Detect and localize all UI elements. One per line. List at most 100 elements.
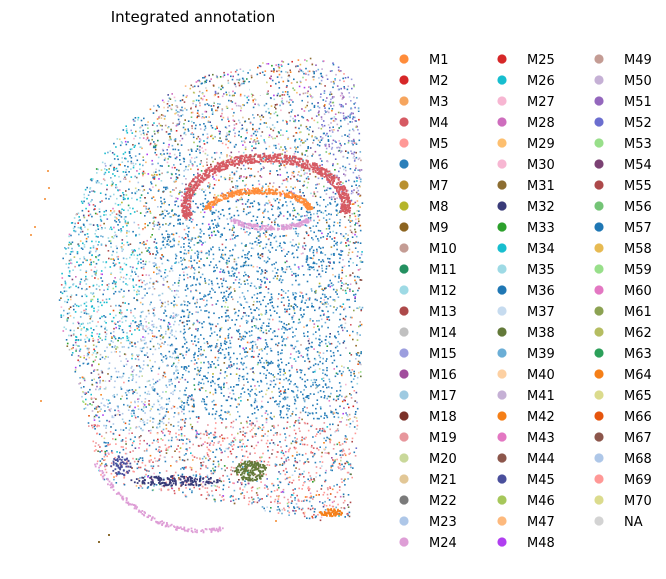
scatter-point: [138, 233, 141, 236]
scatter-point: [325, 74, 328, 77]
scatter-point: [268, 322, 270, 325]
scatter-point: [171, 104, 173, 106]
scatter-point: [333, 368, 335, 370]
scatter-point: [92, 329, 95, 331]
scatter-point: [278, 214, 281, 216]
scatter-point: [279, 481, 282, 484]
scatter-point: [164, 209, 166, 212]
scatter-point: [284, 166, 287, 169]
scatter-point: [285, 178, 288, 180]
scatter-point: [249, 202, 252, 205]
scatter-point: [142, 339, 144, 342]
scatter-point: [126, 397, 128, 400]
scatter-point: [311, 290, 313, 292]
scatter-point: [319, 301, 322, 303]
scatter-point: [329, 279, 331, 282]
scatter-point: [242, 210, 245, 213]
scatter-point: [259, 118, 262, 121]
scatter-point: [85, 295, 88, 298]
scatter-point: [184, 389, 186, 392]
scatter-point: [324, 254, 327, 256]
scatter-point: [128, 152, 131, 154]
scatter-point: [335, 309, 337, 311]
scatter-point: [326, 350, 328, 352]
scatter-point: [117, 339, 119, 342]
scatter-point: [60, 284, 63, 286]
scatter-point: [206, 377, 208, 380]
scatter-point: [84, 188, 87, 191]
scatter-point: [162, 114, 165, 117]
scatter-point: [285, 162, 288, 164]
scatter-point: [315, 387, 317, 390]
scatter-point: [253, 117, 255, 119]
scatter-point: [123, 262, 126, 265]
scatter-point: [267, 488, 269, 490]
scatter-point: [229, 366, 232, 369]
scatter-point: [84, 226, 86, 228]
scatter-point: [332, 120, 335, 122]
scatter-point: [126, 284, 129, 286]
scatter-point: [102, 235, 104, 238]
scatter-point: [164, 372, 166, 375]
scatter-point: [318, 219, 321, 222]
scatter-point: [97, 309, 100, 311]
scatter-point: [125, 257, 128, 260]
scatter-point: [153, 241, 156, 243]
scatter-point: [175, 157, 178, 160]
scatter-point: [89, 263, 91, 266]
scatter-point: [285, 186, 288, 188]
scatter-point: [306, 155, 309, 158]
scatter-point: [177, 243, 180, 246]
scatter-point: [166, 149, 168, 151]
scatter-point: [234, 439, 237, 441]
scatter-point: [194, 211, 196, 213]
scatter-point: [285, 460, 288, 462]
scatter-point: [218, 86, 220, 89]
scatter-point: [114, 231, 116, 234]
scatter-point: [104, 468, 107, 471]
scatter-point: [329, 343, 331, 345]
scatter-point: [152, 177, 154, 179]
scatter-point: [171, 329, 173, 332]
scatter-point: [347, 367, 349, 369]
scatter-point: [228, 274, 231, 277]
scatter-point: [155, 171, 157, 173]
scatter-point: [131, 432, 133, 434]
scatter-point: [83, 312, 86, 314]
scatter-point: [208, 185, 211, 188]
scatter-point: [152, 228, 154, 230]
scatter-point: [165, 470, 168, 472]
scatter-point: [128, 391, 130, 394]
scatter-point: [204, 148, 207, 151]
scatter-point: [324, 430, 326, 433]
scatter-point: [136, 354, 138, 356]
scatter-point: [217, 350, 219, 353]
scatter-point: [167, 327, 170, 330]
scatter-point: [278, 395, 281, 397]
scatter-point: [287, 296, 289, 298]
scatter-point: [235, 456, 238, 458]
scatter-point: [201, 116, 204, 118]
scatter-point: [322, 289, 325, 292]
scatter-point: [284, 473, 287, 476]
scatter-point: [292, 479, 295, 482]
scatter-point: [317, 215, 319, 218]
scatter-point: [300, 391, 302, 393]
scatter-point: [154, 348, 157, 351]
scatter-point: [274, 144, 277, 147]
scatter-point: [324, 479, 327, 482]
scatter-point: [302, 512, 305, 514]
scatter-point: [151, 329, 153, 332]
scatter-point: [99, 201, 102, 203]
scatter-point: [308, 110, 310, 112]
scatter-point: [99, 451, 101, 453]
scatter-point: [343, 119, 346, 121]
scatter-point: [171, 144, 174, 147]
scatter-point: [96, 180, 99, 182]
scatter-point: [271, 418, 273, 420]
scatter-point: [211, 156, 213, 159]
scatter-point: [237, 411, 239, 413]
scatter-point: [272, 277, 275, 280]
scatter-point: [90, 261, 92, 264]
scatter-point: [354, 201, 357, 204]
